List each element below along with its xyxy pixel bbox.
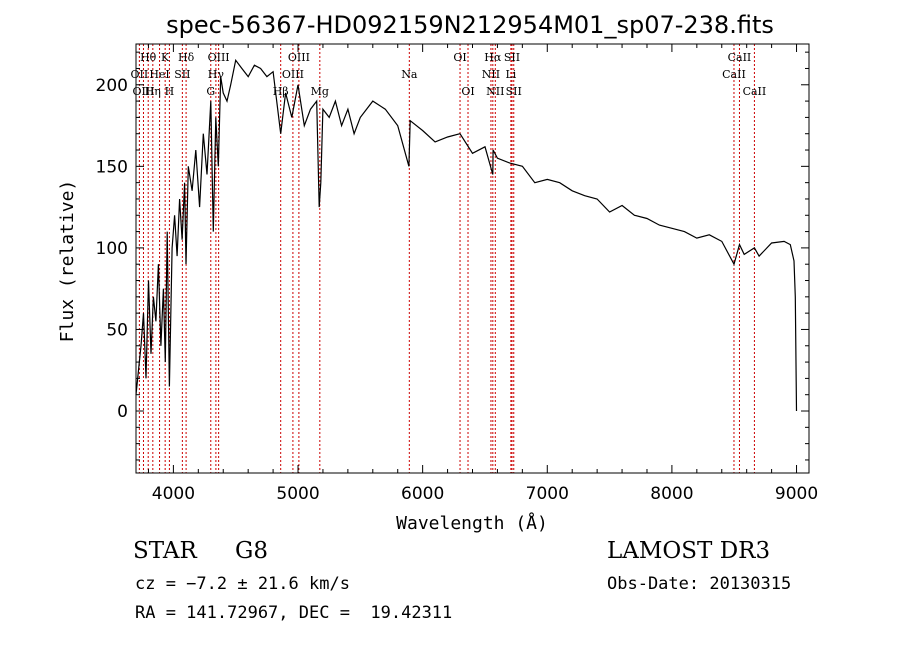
line-label-24: SII [506,85,522,98]
y-axis-label: Flux (relative) [57,180,78,343]
line-label-0: Hθ [140,51,157,64]
line-label-16: Na [401,68,418,81]
y-axis-ticks: 0 50 100 150 200 [96,51,809,461]
x-axis-label: Wavelength (Å) [396,512,548,534]
line-label-3: K [161,51,170,64]
line-label-20: SII [504,51,520,64]
line-label-7: SII [174,68,190,81]
x-tick-label-9000: 9000 [775,484,818,504]
survey-name: LAMOST DR3 [607,538,771,564]
line-label-25: CaII [728,51,752,64]
object-subclass: G8 [235,538,269,564]
line-markers [138,44,755,473]
x-tick-label-4000: 4000 [152,484,195,504]
y-tick-label-100: 100 [96,239,128,259]
line-label-18: OI [461,85,474,98]
observation-date: Obs-Date: 20130315 [607,574,792,594]
spectrum-line [135,58,798,412]
line-label-19: Hα [484,51,502,64]
line-label-15: Mg [311,85,329,98]
line-labels: Hθ OII OIII K HeI Hη H SII Hδ OIII Hγ G OIII OIII Hβ Mg… [131,51,767,98]
object-class: STAR [133,538,197,564]
line-label-2: OIII [132,85,154,98]
y-tick-label-50: 50 [106,320,128,340]
line-label-17: OI [453,51,466,64]
line-label-23: NII [486,85,504,98]
line-label-5: Hη [145,85,161,98]
line-label-9: OIII [208,51,230,64]
plot-frame [135,43,810,474]
line-label-8: Hδ [178,51,195,64]
line-label-10: Hγ [208,68,225,81]
line-label-11: G [206,85,215,98]
line-label-14: Hβ [273,85,289,98]
line-label-21: NII [482,68,500,81]
x-tick-label-7000: 7000 [526,484,569,504]
line-label-22: Li [505,68,516,81]
line-label-1: OII [131,68,149,81]
x-axis-ticks: 4000 5000 6000 7000 8000 9000 [147,44,818,504]
x-tick-label-6000: 6000 [401,484,444,504]
line-label-26: CaII [722,68,746,81]
line-label-12: OIII [288,51,310,64]
x-tick-label-5000: 5000 [276,484,319,504]
y-tick-label-150: 150 [96,157,128,177]
line-label-13: OIII [282,68,304,81]
line-label-27: CaII [743,85,767,98]
line-label-4: HeI [149,68,169,81]
x-tick-label-8000: 8000 [650,484,693,504]
redshift-text: cz = −7.2 ± 21.6 km/s [135,574,350,594]
y-tick-label-0: 0 [117,402,128,422]
coordinates-text: RA = 141.72967, DEC = 19.42311 [135,603,453,623]
line-label-6: H [165,85,175,98]
y-tick-label-200: 200 [96,76,128,96]
chart-title: spec-56367-HD092159N212954M01_sp07-238.f… [166,11,774,39]
